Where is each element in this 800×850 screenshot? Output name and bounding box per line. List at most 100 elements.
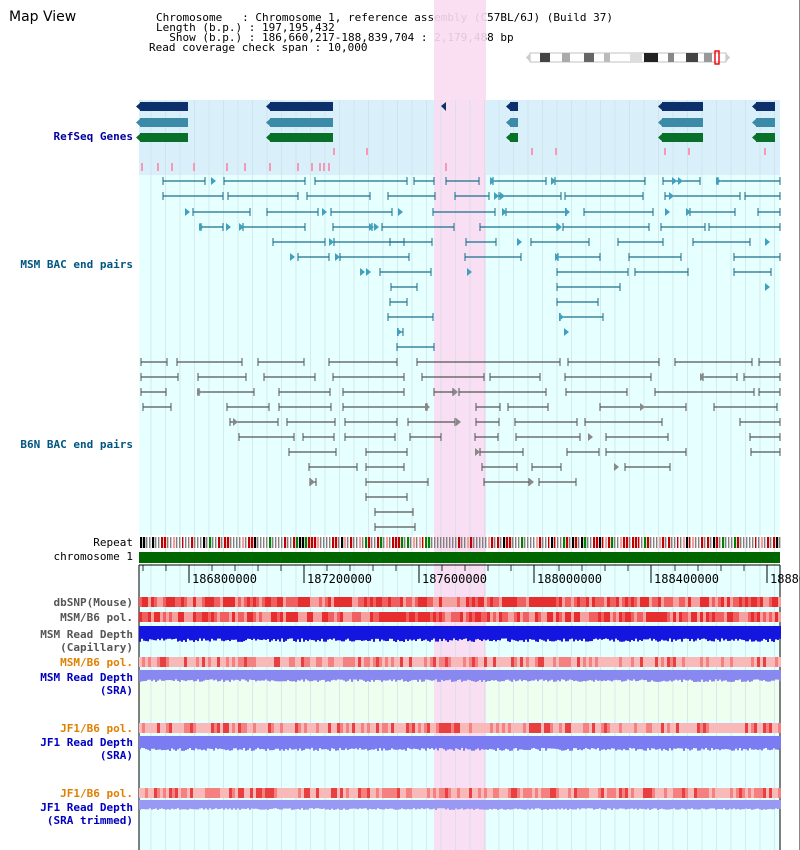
heat-band-cell [379,612,382,622]
heat-band-cell [757,788,760,798]
heat-band-cell [613,788,616,798]
heat-band-cell [370,723,373,733]
heat-band-cell [778,657,781,667]
depth-bar [471,800,473,809]
depth-bar [657,800,659,810]
heat-band-cell [628,597,631,607]
track-label-msm-depth-capillary[interactable]: MSM Read Depth [40,628,133,641]
track-label-msm-b6-pol-1[interactable]: MSM/B6 pol. [60,611,133,624]
depth-bar [531,736,533,749]
heat-band-cell [250,657,253,667]
depth-bar [465,736,467,749]
depth-bar [363,670,365,681]
repeat-mark [371,537,373,548]
track-label-msm-bac[interactable]: MSM BAC end pairs [20,258,133,271]
depth-bar [777,670,779,680]
heat-band-cell [367,788,370,798]
depth-bar [729,736,731,750]
track-label-jf1-b6-pol-1[interactable]: JF1/B6 pol. [60,722,133,735]
depth-bar [641,736,643,750]
depth-bar [335,800,337,810]
heat-band-cell [691,597,694,607]
track-label-msm-depth-sra[interactable]: MSM Read Depth [40,671,133,684]
depth-bar [775,736,777,750]
heat-band-cell [538,657,541,667]
depth-bar [297,626,299,640]
heat-band-cell [478,597,481,607]
track-label-refseq[interactable]: RefSeq Genes [53,130,133,143]
heat-band-cell [466,612,469,622]
repeat-mark [611,537,614,548]
heat-band-cell [547,612,550,622]
repeat-mark [761,537,764,548]
heat-band-cell [571,723,574,733]
heat-band-cell [220,612,223,622]
heat-band-cell [637,788,640,798]
bac-end-arrow [559,313,564,321]
depth-bar [341,800,343,810]
depth-bar [335,626,337,641]
depth-bar [441,670,443,680]
depth-bar [483,626,485,640]
heat-band-cell [400,597,403,607]
heat-band-cell [682,723,685,733]
depth-bar [765,736,767,748]
chromosome-ideogram[interactable] [526,50,730,65]
heat-band-cell [280,657,283,667]
depth-bar [387,800,389,810]
depth-bar [163,800,165,810]
heat-band-cell [406,723,409,733]
heat-band-cell [736,597,739,607]
depth-bar [505,800,507,810]
depth-bar [281,626,283,639]
repeat-mark [407,537,410,548]
depth-bar [233,736,235,749]
depth-bar [217,670,219,682]
heat-band-cell [733,612,736,622]
depth-bar [587,626,589,642]
heat-band-cell [148,612,151,622]
heat-band-cell [664,657,667,667]
track-label-dbsnp[interactable]: dbSNP(Mouse) [53,596,133,609]
depth-bar [699,626,701,640]
depth-bar [349,626,351,641]
repeat-mark [311,537,314,548]
depth-bar [199,626,201,639]
depth-bar [517,670,519,681]
repeat-mark [269,537,272,548]
refseq-gene-arrow [752,133,757,142]
depth-bar [161,626,163,639]
depth-bar [593,800,595,810]
track-label-jf1-depth-sra[interactable]: JF1 Read Depth [40,736,133,749]
depth-bar [383,736,385,749]
heat-band-cell [619,597,622,607]
depth-bar [705,670,707,682]
track-label-jf1-depth-trim[interactable]: JF1 Read Depth [40,801,133,814]
refseq-gene-arrow [441,102,446,111]
depth-bar [421,670,423,682]
heat-band-cell [244,723,247,733]
heat-band-cell [559,612,562,622]
depth-bar [701,670,703,680]
heat-band-cell [775,723,778,733]
depth-bar [433,800,435,809]
depth-bar [205,736,207,751]
depth-bar [429,736,431,750]
heat-band-cell [289,657,292,667]
depth-bar [471,626,473,642]
heat-band-cell [232,657,235,667]
depth-bar [745,670,747,682]
track-label-msm-b6-pol-2[interactable]: MSM/B6 pol. [60,656,133,669]
track-label-jf1-b6-pol-2[interactable]: JF1/B6 pol. [60,787,133,800]
depth-bar [499,626,501,641]
depth-bar [377,626,379,639]
depth-bar [157,736,159,750]
heat-band-cell [496,597,499,607]
track-label-b6n-bac[interactable]: B6N BAC end pairs [20,438,133,451]
depth-bar [529,736,531,750]
heat-band-cell [346,612,349,622]
heat-band-cell [178,597,181,607]
repeat-mark [527,537,529,548]
depth-bar [395,626,397,642]
